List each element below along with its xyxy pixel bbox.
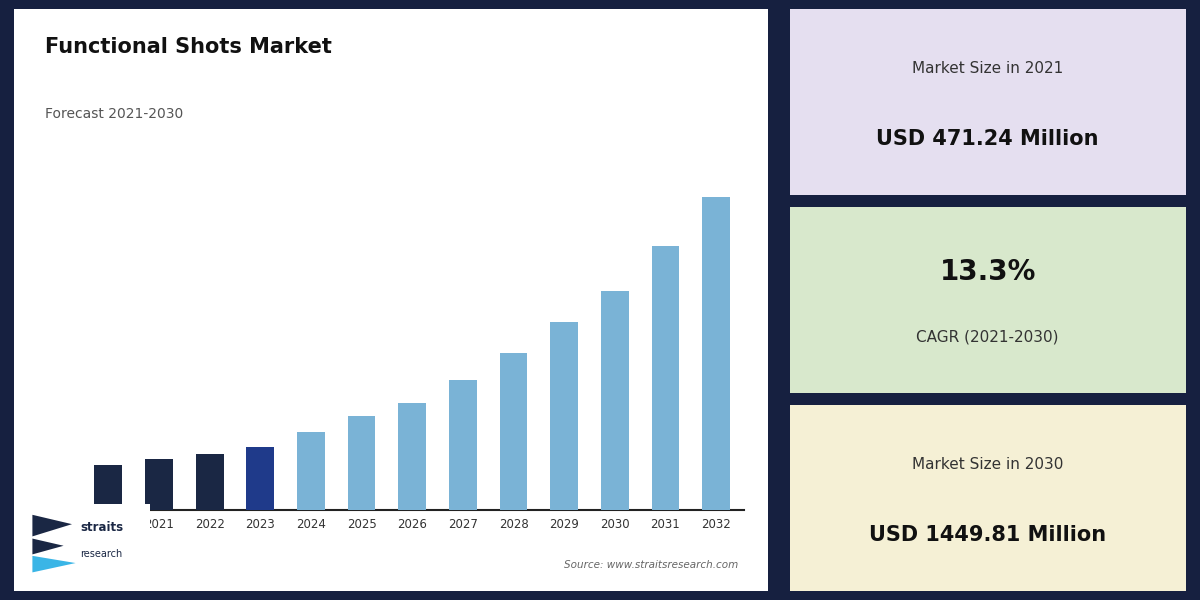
Bar (449, 380, 476, 510)
Text: research: research (80, 550, 122, 559)
Polygon shape (32, 556, 76, 572)
Bar (601, 291, 629, 510)
Text: CAGR (2021-2030): CAGR (2021-2030) (917, 329, 1058, 344)
Bar (246, 448, 274, 510)
Bar (145, 458, 173, 510)
Bar (652, 246, 679, 510)
Text: Forecast 2021-2030: Forecast 2021-2030 (44, 107, 182, 121)
Bar (196, 454, 223, 510)
Text: straits: straits (80, 521, 124, 533)
Bar (702, 197, 730, 510)
Text: Functional Shots Market: Functional Shots Market (44, 37, 331, 57)
Bar (95, 465, 122, 510)
Bar (398, 403, 426, 510)
Bar (296, 432, 325, 510)
Polygon shape (32, 539, 64, 554)
Text: Market Size in 2030: Market Size in 2030 (912, 457, 1063, 472)
Text: USD 471.24 Million: USD 471.24 Million (876, 129, 1099, 149)
Polygon shape (32, 515, 72, 536)
Bar (499, 353, 528, 510)
Text: USD 1449.81 Million: USD 1449.81 Million (869, 525, 1106, 545)
Text: Market Size in 2021: Market Size in 2021 (912, 61, 1063, 76)
Bar (348, 416, 376, 510)
Text: 13.3%: 13.3% (940, 258, 1036, 286)
Text: Source: www.straitsresearch.com: Source: www.straitsresearch.com (564, 560, 738, 570)
Bar (551, 322, 578, 510)
